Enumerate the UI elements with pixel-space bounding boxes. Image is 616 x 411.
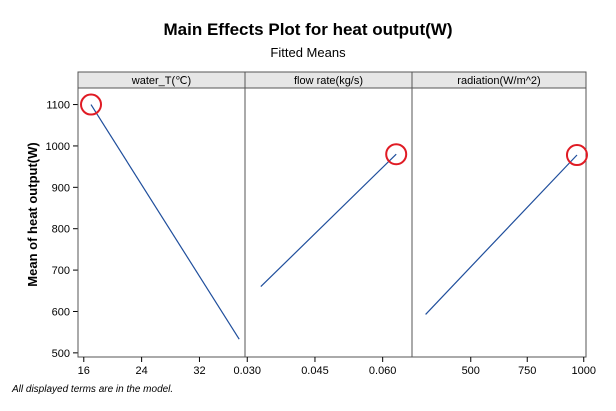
panel-border <box>244 71 413 358</box>
panel-header <box>245 72 412 88</box>
panel-header <box>78 72 245 88</box>
highlight-circle <box>385 143 408 166</box>
y-tick-label: 600 <box>52 306 70 318</box>
y-axis-title: Mean of heat output(W) <box>25 142 40 286</box>
x-tick-label: 16 <box>78 365 90 377</box>
y-tick-label: 1100 <box>46 100 70 112</box>
main-effect-line <box>260 153 397 288</box>
y-tick-label: 800 <box>52 224 70 236</box>
y-tick-label: 700 <box>52 265 70 277</box>
highlight-circle <box>565 144 588 167</box>
y-tick-label: 1000 <box>46 141 70 153</box>
y-tick-label: 500 <box>52 348 70 360</box>
x-tick-label: 1000 <box>571 365 595 377</box>
panel-border <box>77 71 246 358</box>
x-tick-label: 0.045 <box>301 365 329 377</box>
x-tick-label: 32 <box>193 365 205 377</box>
x-tick-label: 0.030 <box>233 365 261 377</box>
main-effect-line <box>425 154 578 315</box>
main-effect-line <box>90 104 240 340</box>
model-footnote: All displayed terms are in the model. <box>12 384 174 395</box>
x-tick-label: 24 <box>135 365 147 377</box>
x-tick-label: 750 <box>518 365 536 377</box>
highlight-circle <box>80 93 103 116</box>
panel-header <box>412 72 586 88</box>
panel-title: water_T(℃) <box>131 75 191 87</box>
x-tick-label: 0.060 <box>369 365 397 377</box>
panel-title: radiation(W/m^2) <box>457 75 540 87</box>
chart-title: Main Effects Plot for heat output(W) <box>163 20 453 39</box>
y-tick-label: 900 <box>52 182 70 194</box>
panel-border <box>411 71 587 358</box>
chart-subtitle: Fitted Means <box>270 45 346 60</box>
panel-title: flow rate(kg/s) <box>294 75 363 87</box>
x-tick-label: 500 <box>462 365 480 377</box>
